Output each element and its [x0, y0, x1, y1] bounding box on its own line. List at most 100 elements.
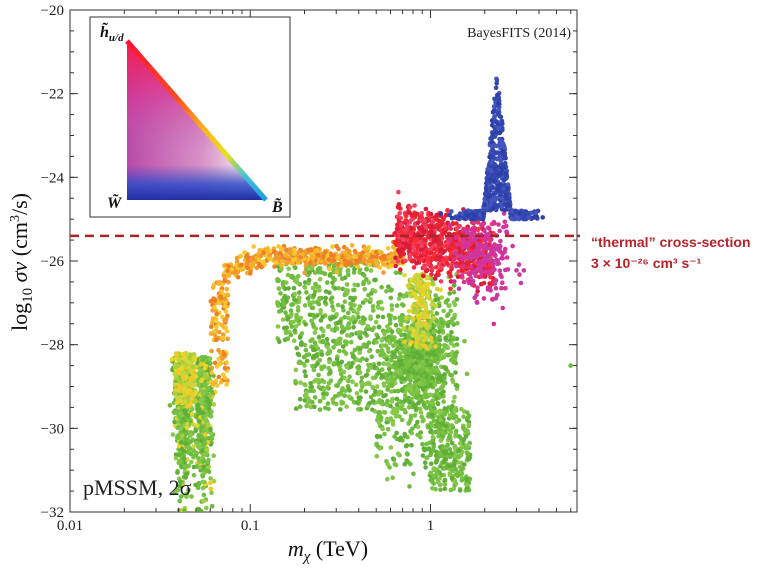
data-point-bino: [320, 314, 325, 320]
data-point-funnel: [211, 479, 217, 484]
data-point-bino-tail: [431, 466, 437, 471]
data-point-transition: [402, 273, 407, 278]
data-point-transition: [425, 293, 431, 299]
data-point-bino: [373, 277, 378, 283]
data-point-mixed: [485, 285, 491, 290]
data-point-bino: [422, 460, 428, 466]
data-point-bino: [295, 351, 301, 357]
data-point-bino-tail: [465, 451, 471, 457]
data-point-funnel: [177, 414, 182, 420]
data-point-bino: [373, 319, 379, 325]
data-point-bino-dense: [404, 364, 409, 370]
data-point-bino: [358, 388, 364, 393]
data-point-mixed: [477, 264, 483, 270]
data-point-bino: [337, 336, 342, 342]
data-point-bino: [316, 334, 322, 340]
data-point-bino: [329, 327, 335, 333]
data-point-bino: [289, 302, 294, 308]
data-point-bino: [376, 305, 381, 310]
data-point-bino: [366, 340, 372, 346]
data-point-mixed: [492, 281, 498, 286]
data-point-mixed: [461, 241, 467, 247]
data-point-bino-tail: [438, 444, 443, 450]
data-point-bino-tail: [447, 471, 453, 476]
data-point-coannihilation: [352, 248, 358, 254]
data-point-bino: [376, 361, 382, 367]
data-point-transition: [415, 300, 421, 305]
data-point-higgsino: [438, 241, 443, 247]
data-point-funnel-edge: [185, 388, 191, 394]
data-point-funnel-rise: [222, 375, 228, 381]
data-point-bino-dense: [394, 365, 399, 371]
data-point-bino: [312, 289, 318, 294]
data-point-funnel: [182, 508, 187, 512]
data-point-funnel-rise: [224, 328, 230, 334]
data-point-bino-dense: [425, 399, 430, 405]
data-point-funnel: [179, 536, 184, 541]
data-point-bino: [324, 391, 329, 397]
data-point-bino: [392, 380, 398, 386]
data-point-bino: [310, 399, 315, 405]
data-point-higgsino: [456, 230, 462, 235]
data-point-bino-tail: [428, 428, 434, 433]
data-point-bino-dense: [396, 339, 402, 345]
data-point-mixed: [453, 235, 459, 241]
data-point-higgsino: [448, 279, 454, 284]
data-point-funnel-edge: [174, 400, 179, 406]
data-point-bino: [363, 389, 369, 394]
data-point-bino: [385, 476, 390, 482]
data-point-bino-dense: [452, 360, 458, 365]
data-point-bino: [283, 310, 288, 315]
data-point-transition: [421, 343, 426, 349]
data-point-funnel: [191, 444, 196, 449]
data-point-higgsino: [464, 262, 470, 268]
data-point-higgsino: [428, 211, 434, 217]
data-point-transition: [424, 276, 430, 281]
data-point-funnel: [198, 361, 204, 367]
data-point-bino-dense: [410, 391, 415, 396]
data-point-bino-tail: [452, 458, 458, 463]
data-point-bino-tail: [433, 429, 438, 435]
data-point-bino: [390, 418, 396, 424]
data-point-funnel: [169, 357, 175, 362]
data-point-coannihilation: [357, 257, 363, 262]
data-point-coannihilation: [370, 254, 375, 259]
data-point-funnel-edge: [175, 352, 180, 358]
data-point-coannihilation: [256, 263, 262, 269]
data-point-bino: [375, 349, 381, 354]
data-point-bino: [292, 328, 298, 334]
data-point-higgsino: [415, 220, 421, 225]
data-point-bino: [418, 406, 423, 412]
data-point-higgsino: [421, 228, 427, 234]
data-point-bino: [346, 394, 352, 399]
data-point-bino-tail: [459, 476, 465, 481]
data-point-bino: [379, 338, 385, 343]
data-point-bino: [433, 293, 438, 298]
data-point-bino: [293, 406, 299, 411]
data-point-funnel-rise: [216, 356, 221, 362]
data-point-funnel-rise: [222, 296, 227, 302]
data-point-higgsino: [419, 243, 425, 249]
data-point-bino: [450, 320, 455, 326]
data-point-funnel: [182, 463, 187, 469]
data-point-bino: [317, 295, 322, 301]
data-point-funnel: [193, 482, 198, 488]
data-point-funnel-edge: [173, 372, 178, 378]
data-point-bino: [307, 270, 312, 276]
data-point-bino: [348, 295, 353, 301]
data-point-bino-dense: [437, 342, 443, 348]
data-point-transition: [429, 302, 435, 307]
data-point-coannihilation: [258, 253, 264, 258]
data-point-bino-dense: [448, 341, 454, 346]
data-point-bino: [373, 388, 378, 394]
data-point-bino: [383, 336, 389, 341]
data-point-bino: [455, 383, 460, 388]
data-point-coannihilation: [226, 264, 231, 269]
data-point-higgsino: [422, 218, 427, 224]
data-point-higgsino: [421, 273, 426, 279]
data-point-bino: [423, 465, 428, 470]
data-point-mixed: [493, 247, 498, 252]
data-point-bino-tail: [449, 475, 455, 481]
data-point-bino-dense: [399, 388, 405, 393]
